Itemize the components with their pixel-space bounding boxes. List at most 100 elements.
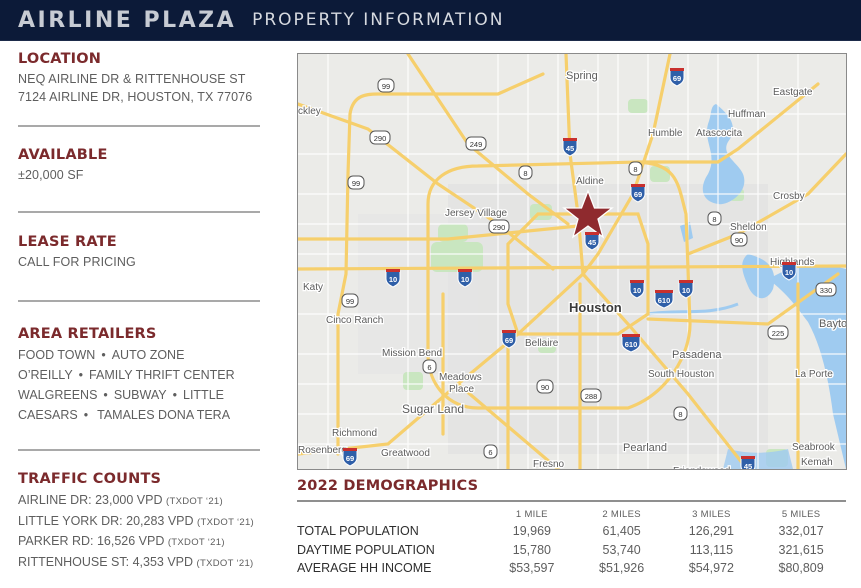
route-shield-icon: 225	[767, 325, 789, 340]
route-shield-icon: 90	[730, 232, 748, 247]
map-place-labels: Spring Eastgate Huffman ckley Humble Atascoci…	[298, 69, 846, 469]
interstate-shield-icon: 69	[630, 184, 646, 203]
traffic-counts-section: TRAFFIC COUNTS AIRLINE DR: 23,000 VPD (T…	[18, 471, 254, 573]
interstate-shield-icon: 10	[629, 280, 645, 299]
cell-value: 126,291	[688, 524, 734, 539]
route-shield-icon: 290	[488, 219, 510, 234]
map-place-label: Seabrook	[792, 442, 836, 453]
map-place-label: Aldine	[576, 176, 604, 187]
route-shield-icon: 8	[673, 406, 688, 421]
bullet-separator: •	[78, 368, 84, 382]
lease-rate-section: LEASE RATE CALL FOR PRICING	[18, 234, 136, 271]
lease-rate-heading: LEASE RATE	[18, 234, 117, 250]
retailer-name: FAMILY THRIFT CENTER	[89, 368, 235, 382]
traffic-source: (TXDOT ‘21)	[166, 496, 223, 507]
available-heading: AVAILABLE	[18, 147, 108, 163]
svg-text:10: 10	[461, 275, 469, 284]
demographics-heading: 2022 DEMOGRAPHICS	[297, 478, 479, 494]
map-place-label: Pearland	[623, 442, 667, 454]
svg-text:10: 10	[389, 275, 397, 284]
map-place-label: Kemah	[801, 457, 833, 468]
svg-text:10: 10	[682, 286, 690, 295]
page-subtitle: PROPERTY INFORMATION	[252, 10, 505, 30]
retailers-line: WALGREENS • SUBWAY • LITTLE	[18, 385, 235, 405]
map-place-label: Bellaire	[525, 338, 559, 349]
traffic-source: (TXDOT ‘21)	[197, 516, 254, 528]
retailers-line: O’REILLY • FAMILY THRIFT CENTER	[18, 365, 235, 385]
svg-text:8: 8	[633, 165, 637, 174]
table-header-row: 1 MILE 2 MILES 3 MILES 5 MILES	[297, 507, 846, 522]
map-place-label: Rosenberg	[298, 445, 347, 456]
route-shield-icon: 8	[518, 165, 533, 180]
route-shield-icon: 99	[347, 175, 365, 190]
map-place-label: Meadows	[439, 372, 482, 383]
map-place-label: Sheldon	[730, 222, 767, 233]
svg-text:90: 90	[735, 236, 743, 245]
demographics-section: 2022 DEMOGRAPHICS 1 MILE 2 MILES 3 MILES…	[297, 478, 846, 578]
svg-text:99: 99	[382, 82, 390, 91]
traffic-road-count: PARKER RD: 16,526 VPD	[18, 534, 165, 548]
table-row: DAYTIME POPULATION 15,780 53,740 113,115…	[297, 541, 846, 560]
column-header-2-miles: 2 MILES	[602, 509, 641, 520]
cell-value: $53,597	[509, 561, 555, 576]
map-place-label: Place	[449, 384, 474, 395]
highways	[298, 54, 846, 469]
svg-text:6: 6	[488, 448, 492, 457]
bullet-separator: •	[101, 348, 106, 362]
map-place-label: Mission Bend	[382, 348, 442, 359]
svg-text:288: 288	[585, 392, 598, 401]
map-place-label: La Porte	[795, 369, 833, 380]
cell-value: $51,926	[599, 561, 645, 576]
cell-value: 53,740	[602, 542, 641, 557]
cell-value: 321,615	[778, 542, 824, 557]
location-heading: LOCATION	[18, 51, 102, 67]
map-place-label: South Houston	[648, 369, 714, 380]
svg-text:225: 225	[772, 329, 785, 338]
svg-text:610: 610	[625, 340, 638, 349]
interstate-shield-icon: 69	[501, 330, 517, 349]
retailer-name: SUBWAY	[113, 388, 167, 402]
interstate-shield-icon: 10	[781, 262, 797, 281]
location-section: LOCATION NEQ AIRLINE DR & RITTENHOUSE ST…	[18, 51, 252, 106]
available-section: AVAILABLE ±20,000 SF	[18, 147, 108, 184]
cell-value: 15,780	[512, 542, 551, 557]
svg-text:99: 99	[346, 297, 354, 306]
map-place-label: Huffman	[728, 109, 766, 120]
map-place-label: Houston	[569, 300, 622, 315]
route-shield-icon: 249	[465, 136, 487, 151]
traffic-count-row: RITTENHOUSE ST: 4,353 VPD (TXDOT ‘21)	[18, 553, 254, 574]
map-place-label: Humble	[648, 128, 683, 139]
traffic-source: (TXDOT ‘21)	[167, 537, 225, 548]
traffic-road-count: LITTLE YORK DR: 20,283 VPD	[18, 513, 194, 528]
route-shield-icon: 288	[580, 388, 602, 403]
retailer-name: FOOD TOWN	[18, 348, 96, 362]
map-place-label: Jersey Village	[445, 208, 508, 219]
retailer-name: TAMALES DONA TERA	[97, 408, 231, 422]
lease-rate-value: CALL FOR PRICING	[18, 255, 136, 269]
area-retailers-section: AREA RETAILERS FOOD TOWN • AUTO ZONE O’REI…	[18, 326, 235, 425]
route-shield-icon: 6	[483, 444, 498, 459]
route-shield-icon: 99	[377, 78, 395, 93]
svg-text:69: 69	[634, 190, 642, 199]
svg-text:69: 69	[505, 336, 513, 345]
demographics-table: 1 MILE 2 MILES 3 MILES 5 MILES TOTAL POP…	[297, 507, 846, 578]
cell-value: 113,115	[689, 542, 734, 557]
svg-text:45: 45	[566, 144, 574, 153]
column-header-1-mile: 1 MILE	[515, 509, 548, 520]
park-areas	[403, 99, 788, 467]
demographics-rule	[297, 500, 846, 502]
retailers-line: FOOD TOWN • AUTO ZONE	[18, 345, 235, 365]
svg-text:90: 90	[541, 383, 549, 392]
cell-value: 19,969	[512, 524, 551, 539]
map-place-label: Sugar Land	[402, 402, 464, 416]
map-route-shields: 69 45 69 45 10 10 10 10 610 10 69 610 69 45 99 290 249 8 8…	[341, 68, 837, 469]
svg-text:249: 249	[470, 140, 483, 149]
interstate-shield-icon: 10	[678, 280, 694, 299]
table-row: TOTAL POPULATION 19,969 61,405 126,291 3…	[297, 522, 846, 541]
map-place-label: Crosby	[773, 191, 805, 202]
map-place-label: Cinco Ranch	[326, 315, 383, 326]
map-place-label: Bayto	[819, 318, 846, 330]
divider	[18, 125, 260, 127]
map-place-label: Richmond	[332, 428, 377, 439]
traffic-count-row: PARKER RD: 16,526 VPD (TXDOT ‘21)	[18, 532, 254, 553]
